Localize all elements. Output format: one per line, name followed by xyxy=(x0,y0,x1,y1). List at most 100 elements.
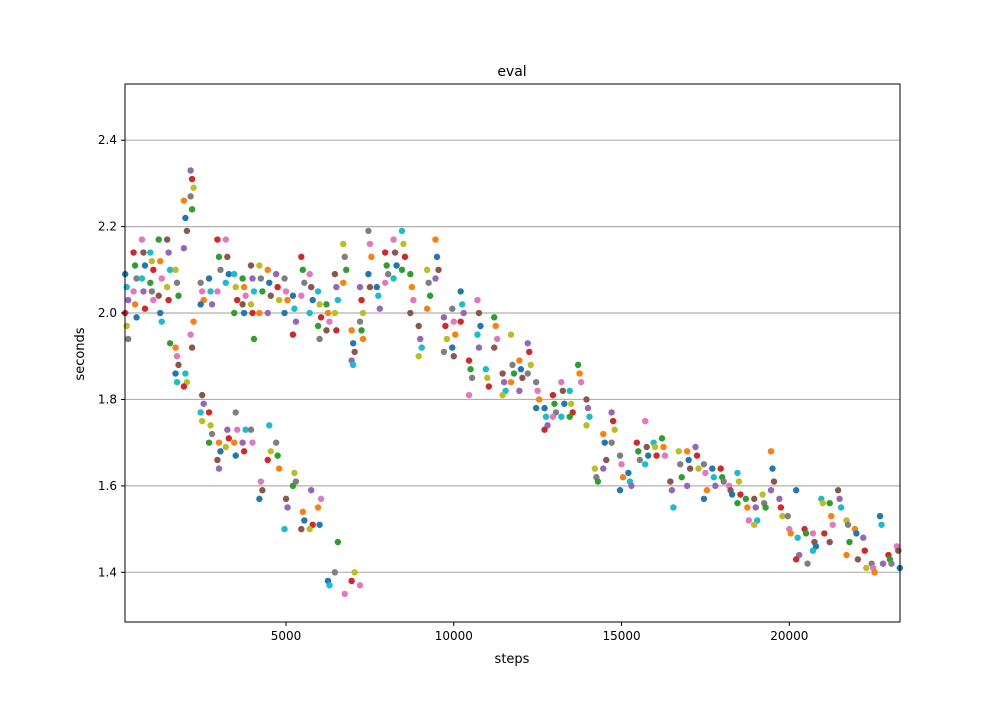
data-point xyxy=(432,236,439,243)
data-point xyxy=(359,335,367,343)
data-point xyxy=(594,478,602,485)
data-point xyxy=(222,279,230,286)
y-axis-label: seconds xyxy=(73,327,88,380)
data-point xyxy=(477,322,484,330)
data-point xyxy=(298,292,305,299)
x-tick-label: 5000 xyxy=(271,629,302,643)
data-point xyxy=(809,547,817,554)
data-point xyxy=(183,227,191,235)
data-point xyxy=(131,301,139,308)
data-point xyxy=(393,262,400,269)
data-point xyxy=(331,569,339,576)
data-point xyxy=(182,214,189,222)
data-point xyxy=(256,262,263,269)
data-point xyxy=(517,366,525,373)
data-point xyxy=(837,504,845,511)
data-point xyxy=(166,266,174,274)
data-point xyxy=(281,309,288,317)
data-point xyxy=(737,491,744,498)
data-point xyxy=(247,262,255,269)
data-point xyxy=(190,318,197,325)
data-point xyxy=(299,266,307,274)
data-point xyxy=(485,383,493,390)
data-point xyxy=(257,478,265,485)
data-point xyxy=(188,206,196,213)
data-point xyxy=(712,482,719,490)
data-point xyxy=(306,270,313,278)
data-point xyxy=(426,292,434,299)
data-point xyxy=(348,327,355,334)
data-point xyxy=(524,370,531,377)
data-point xyxy=(133,275,140,282)
data-point xyxy=(334,296,342,304)
data-point xyxy=(214,236,221,243)
data-point xyxy=(333,327,340,334)
data-point xyxy=(316,335,323,343)
data-point xyxy=(398,266,406,274)
data-point xyxy=(628,482,635,490)
data-point xyxy=(641,461,649,468)
y-tick-label: 1.4 xyxy=(98,565,117,579)
data-point xyxy=(180,245,188,252)
data-point xyxy=(828,512,835,520)
data-point xyxy=(358,327,365,334)
data-point xyxy=(603,456,610,464)
data-point xyxy=(130,288,137,295)
data-point xyxy=(250,335,258,343)
data-point xyxy=(635,448,642,455)
data-point xyxy=(341,253,348,261)
data-point xyxy=(157,257,164,265)
data-point xyxy=(888,560,895,567)
data-point xyxy=(188,344,196,351)
data-point xyxy=(205,439,213,446)
data-point xyxy=(291,469,298,477)
data-point xyxy=(175,292,182,299)
data-point xyxy=(777,504,785,511)
data-point xyxy=(217,448,224,455)
data-point xyxy=(158,275,165,282)
data-point xyxy=(608,439,615,446)
data-point xyxy=(284,504,291,511)
data-point xyxy=(767,487,775,494)
data-point xyxy=(625,469,632,477)
data-point xyxy=(266,279,273,286)
y-tick-label: 1.6 xyxy=(98,479,117,493)
y-tick-label: 2.4 xyxy=(98,133,117,147)
data-point xyxy=(792,556,800,563)
data-point xyxy=(600,465,607,472)
data-point xyxy=(175,361,182,369)
data-point xyxy=(208,301,216,308)
data-point xyxy=(264,266,271,274)
data-point xyxy=(340,279,347,286)
data-point xyxy=(871,569,878,576)
data-point xyxy=(591,465,599,472)
data-point xyxy=(542,413,550,420)
data-point xyxy=(207,288,214,295)
data-point xyxy=(809,530,817,537)
data-point xyxy=(198,288,206,295)
data-point xyxy=(334,538,342,546)
data-point xyxy=(584,404,592,412)
data-point xyxy=(292,318,300,325)
data-point xyxy=(314,504,322,511)
data-point xyxy=(281,275,288,282)
data-point xyxy=(138,236,146,243)
data-point xyxy=(435,266,442,274)
data-point xyxy=(298,253,305,261)
data-point xyxy=(281,525,288,533)
data-point xyxy=(266,422,273,429)
data-point xyxy=(576,370,583,377)
data-point xyxy=(375,292,382,299)
data-point xyxy=(267,448,274,455)
data-point xyxy=(358,296,365,304)
data-point xyxy=(383,262,390,269)
data-point xyxy=(400,240,407,248)
data-point xyxy=(282,495,290,503)
data-point xyxy=(232,283,239,291)
data-point xyxy=(165,296,172,304)
data-point xyxy=(376,305,384,312)
data-point xyxy=(551,400,558,407)
data-point xyxy=(703,487,711,494)
data-point xyxy=(494,335,501,343)
data-point xyxy=(308,283,315,291)
